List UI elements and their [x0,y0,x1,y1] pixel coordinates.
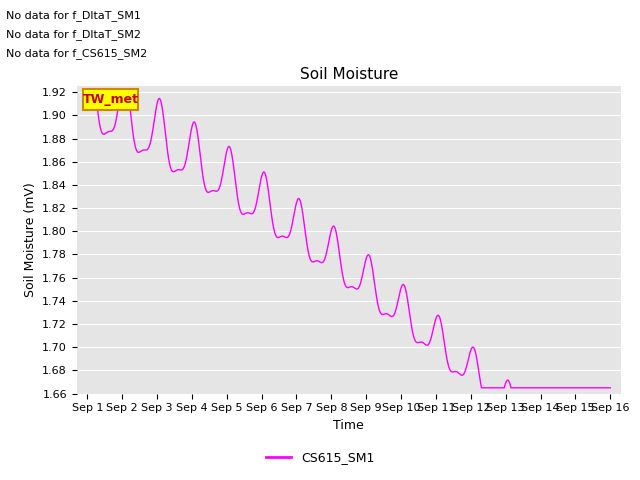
Text: TW_met: TW_met [83,93,138,106]
X-axis label: Time: Time [333,419,364,432]
Y-axis label: Soil Moisture (mV): Soil Moisture (mV) [24,182,36,298]
Title: Soil Moisture: Soil Moisture [300,68,398,83]
Text: No data for f_CS615_SM2: No data for f_CS615_SM2 [6,48,148,59]
Text: No data for f_DltaT_SM2: No data for f_DltaT_SM2 [6,29,141,40]
Text: No data for f_DltaT_SM1: No data for f_DltaT_SM1 [6,10,141,21]
Legend: CS615_SM1: CS615_SM1 [261,446,379,469]
